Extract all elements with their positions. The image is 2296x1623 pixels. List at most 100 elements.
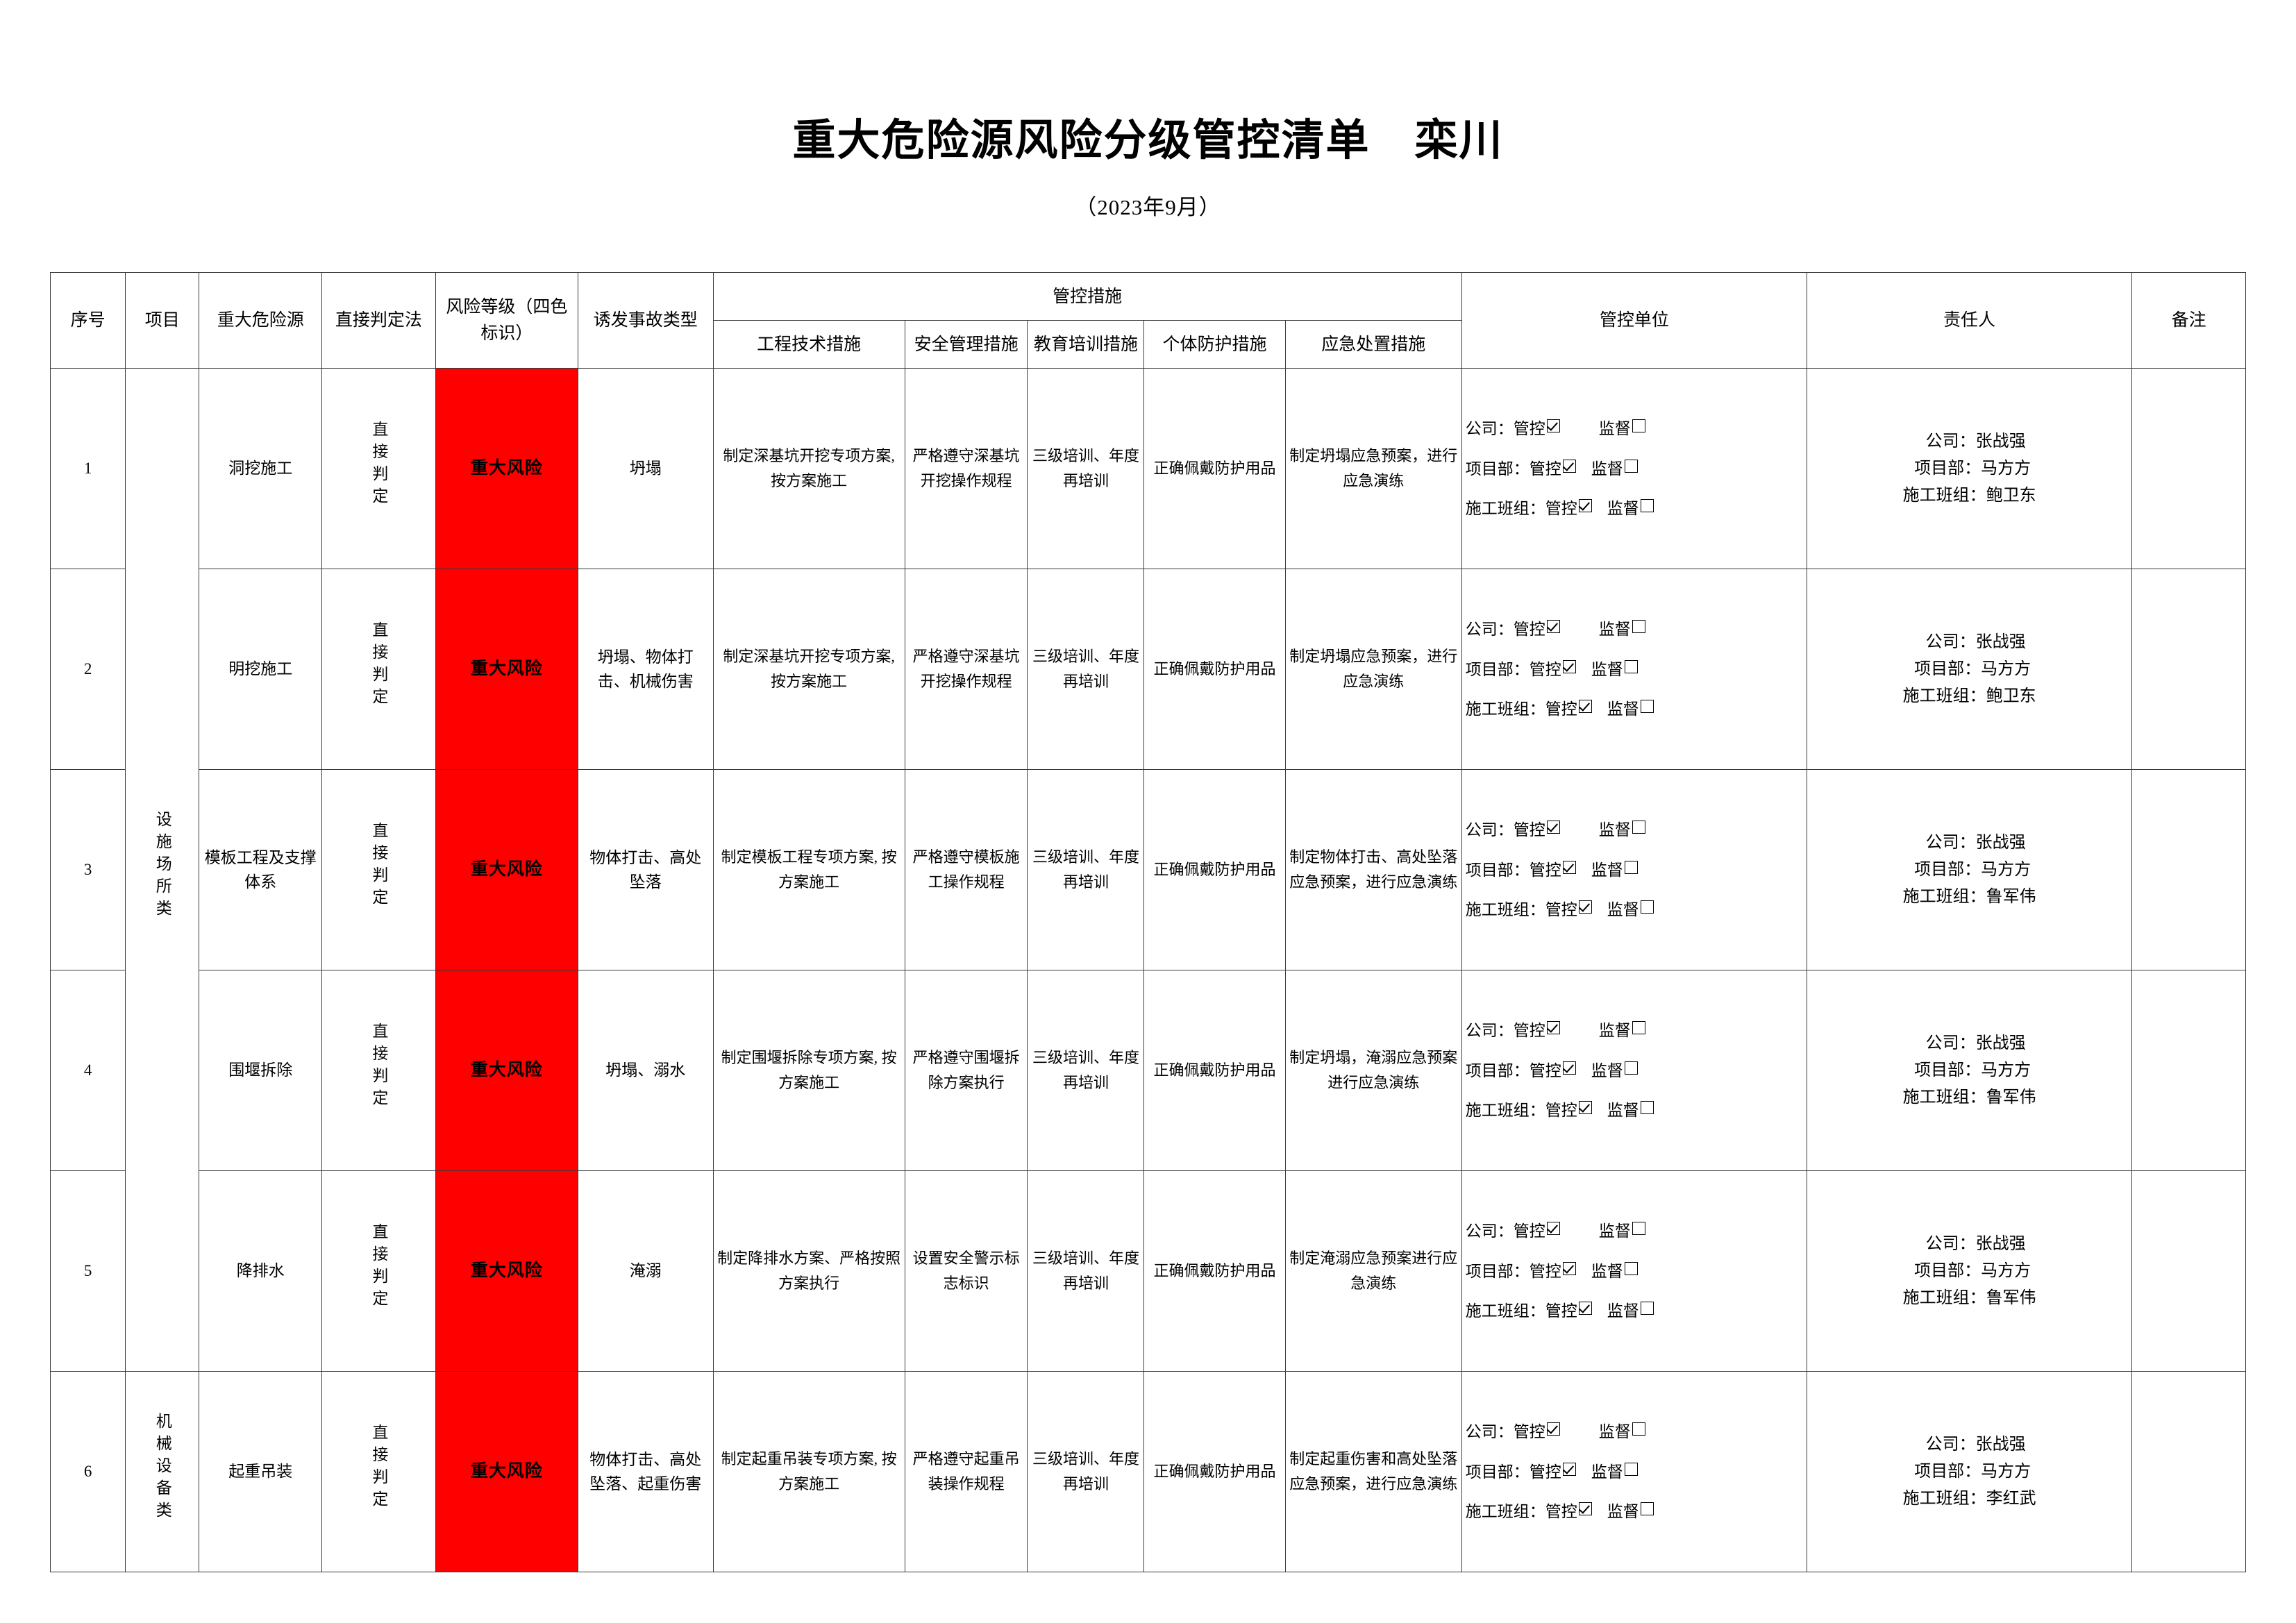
person-work-team: 施工班组：鲍卫东 bbox=[1902, 486, 2036, 505]
control-checkbox[interactable] bbox=[1562, 1261, 1576, 1275]
supervise-checkbox[interactable] bbox=[1624, 1261, 1638, 1275]
cell-project-group: 机械设备类 bbox=[125, 1371, 200, 1573]
supervise-checkbox[interactable] bbox=[1640, 1502, 1654, 1516]
cell-direct-method: 直接判定 bbox=[321, 368, 436, 570]
cell-responsible-person: 公司：张战强 项目部：马方方 施工班组：鲍卫东 bbox=[1806, 569, 2133, 771]
table-row: 6 机械设备类 起重吊装 直接判定 重大风险 物体打击、高处坠落、起重伤害 制定起重吊装专项… bbox=[49, 1371, 2246, 1573]
cell-measure-ppe: 正确佩戴防护用品 bbox=[1143, 368, 1286, 570]
supervise-checkbox[interactable] bbox=[1640, 1302, 1654, 1315]
supervise-label: 监督 bbox=[1591, 1262, 1623, 1280]
control-checkbox[interactable] bbox=[1546, 820, 1560, 834]
cell-measure-management: 设置安全警示标志标识 bbox=[904, 1170, 1028, 1372]
control-checkbox[interactable] bbox=[1546, 1221, 1560, 1235]
control-checkbox[interactable] bbox=[1562, 1462, 1576, 1476]
supervise-checkbox[interactable] bbox=[1640, 1101, 1654, 1115]
supervise-checkbox[interactable] bbox=[1632, 1221, 1645, 1235]
supervise-checkbox[interactable] bbox=[1632, 820, 1645, 834]
direct-method-label: 直接判定 bbox=[369, 1022, 387, 1111]
supervise-checkbox[interactable] bbox=[1624, 1061, 1638, 1075]
unit-role-label: 公司：管控 bbox=[1465, 821, 1545, 839]
cell-remark bbox=[2131, 1371, 2246, 1573]
unit-role-label: 项目部：管控 bbox=[1465, 460, 1561, 478]
unit-role-label: 公司：管控 bbox=[1465, 1222, 1545, 1240]
cell-remark bbox=[2131, 970, 2246, 1172]
title-block: 重大危险源风险分级管控清单 栾川 （2023年9月） bbox=[50, 0, 2246, 221]
cell-responsible-person: 公司：张战强 项目部：马方方 施工班组：李红武 bbox=[1806, 1371, 2133, 1573]
unit-line-company: 公司：管控 监督 bbox=[1466, 419, 1803, 439]
control-checkbox[interactable] bbox=[1562, 1061, 1576, 1075]
direct-method-label: 直接判定 bbox=[369, 621, 387, 710]
supervise-label: 监督 bbox=[1598, 821, 1631, 839]
supervise-checkbox[interactable] bbox=[1624, 659, 1638, 673]
cell-remark bbox=[2131, 368, 2246, 570]
control-checkbox[interactable] bbox=[1562, 659, 1576, 673]
cell-seq: 6 bbox=[49, 1371, 126, 1573]
unit-role-label: 公司：管控 bbox=[1465, 620, 1545, 638]
supervise-checkbox[interactable] bbox=[1624, 860, 1638, 874]
control-checkbox[interactable] bbox=[1546, 1020, 1560, 1034]
person-project-dept: 项目部：马方方 bbox=[1914, 459, 2031, 478]
control-checkbox[interactable] bbox=[1562, 459, 1576, 473]
cell-measure-management: 严格遵守深基坑开挖操作规程 bbox=[904, 368, 1028, 570]
supervise-checkbox[interactable] bbox=[1640, 900, 1654, 914]
supervise-checkbox[interactable] bbox=[1632, 419, 1645, 432]
cell-risk-level: 重大风险 bbox=[435, 769, 579, 971]
control-checkbox[interactable] bbox=[1546, 419, 1560, 432]
control-checkbox[interactable] bbox=[1578, 1302, 1592, 1315]
cell-direct-method: 直接判定 bbox=[321, 1170, 436, 1372]
control-checkbox[interactable] bbox=[1578, 1502, 1592, 1516]
control-checkbox[interactable] bbox=[1562, 860, 1576, 874]
cell-responsible-person: 公司：张战强 项目部：马方方 施工班组：鲁军伟 bbox=[1806, 970, 2133, 1172]
cell-remark bbox=[2131, 569, 2246, 771]
unit-line-project-dept: 项目部：管控 监督 bbox=[1466, 1261, 1803, 1281]
cell-measure-ppe: 正确佩戴防护用品 bbox=[1143, 970, 1286, 1172]
supervise-label: 监督 bbox=[1607, 1302, 1639, 1320]
person-work-team: 施工班组：鲁军伟 bbox=[1902, 1088, 2036, 1107]
unit-line-project-dept: 项目部：管控 监督 bbox=[1466, 1061, 1803, 1081]
cell-measure-emergency: 制定坍塌应急预案，进行应急演练 bbox=[1284, 368, 1462, 570]
th-accident-type: 诱发事故类型 bbox=[578, 272, 714, 369]
supervise-label: 监督 bbox=[1591, 1463, 1623, 1481]
control-checkbox[interactable] bbox=[1546, 619, 1560, 633]
cell-measure-education: 三级培训、年度再培训 bbox=[1027, 970, 1145, 1172]
supervise-label: 监督 bbox=[1598, 1422, 1631, 1440]
cell-control-unit: 公司：管控 监督 项目部：管控 监督 施工班组：管控 监督 bbox=[1461, 769, 1807, 971]
project-group-label: 设施场所类 bbox=[153, 810, 171, 922]
cell-control-unit: 公司：管控 监督 项目部：管控 监督 施工班组：管控 监督 bbox=[1461, 1170, 1807, 1372]
person-project-dept: 项目部：马方方 bbox=[1914, 1462, 2031, 1481]
cell-control-unit: 公司：管控 监督 项目部：管控 监督 施工班组：管控 监督 bbox=[1461, 569, 1807, 771]
supervise-label: 监督 bbox=[1607, 700, 1639, 718]
cell-seq: 1 bbox=[49, 368, 126, 570]
control-checkbox[interactable] bbox=[1578, 1101, 1592, 1115]
supervise-checkbox[interactable] bbox=[1632, 1422, 1645, 1436]
th-project: 项目 bbox=[125, 272, 200, 369]
control-checkbox[interactable] bbox=[1578, 499, 1592, 513]
person-company: 公司：张战强 bbox=[1925, 833, 2026, 852]
unit-line-company: 公司：管控 监督 bbox=[1466, 1422, 1803, 1442]
cell-measure-emergency: 制定淹溺应急预案进行应急演练 bbox=[1284, 1170, 1462, 1372]
cell-risk-level: 重大风险 bbox=[435, 1371, 579, 1573]
supervise-checkbox[interactable] bbox=[1624, 1462, 1638, 1476]
unit-line-company: 公司：管控 监督 bbox=[1465, 1221, 1803, 1241]
person-company: 公司：张战强 bbox=[1925, 1234, 2026, 1253]
unit-role-label: 项目部：管控 bbox=[1465, 1463, 1561, 1481]
supervise-checkbox[interactable] bbox=[1624, 459, 1638, 473]
supervise-checkbox[interactable] bbox=[1640, 700, 1654, 714]
cell-direct-method: 直接判定 bbox=[321, 569, 436, 771]
cell-hazard: 模板工程及支撑体系 bbox=[199, 769, 323, 971]
supervise-checkbox[interactable] bbox=[1632, 619, 1645, 633]
table-row: 5 降排水 直接判定 重大风险 淹溺 制定降排水方案、严格按照方案执行 设置安全警示标志标识… bbox=[49, 1170, 2246, 1372]
cell-risk-level: 重大风险 bbox=[435, 569, 579, 771]
supervise-checkbox[interactable] bbox=[1640, 499, 1654, 513]
cell-control-unit: 公司：管控 监督 项目部：管控 监督 施工班组：管控 监督 bbox=[1461, 368, 1807, 570]
control-checkbox[interactable] bbox=[1578, 700, 1592, 714]
control-checkbox[interactable] bbox=[1578, 900, 1592, 914]
cell-measure-ppe: 正确佩戴防护用品 bbox=[1143, 569, 1286, 771]
direct-method-label: 直接判定 bbox=[369, 420, 387, 510]
supervise-checkbox[interactable] bbox=[1632, 1020, 1645, 1034]
unit-line-project-dept: 项目部：管控 监督 bbox=[1465, 1462, 1803, 1482]
control-checkbox[interactable] bbox=[1546, 1422, 1560, 1436]
cell-measure-engineering: 制定深基坑开挖专项方案, 按方案施工 bbox=[712, 569, 905, 771]
unit-line-project-dept: 项目部：管控 监督 bbox=[1465, 459, 1803, 479]
